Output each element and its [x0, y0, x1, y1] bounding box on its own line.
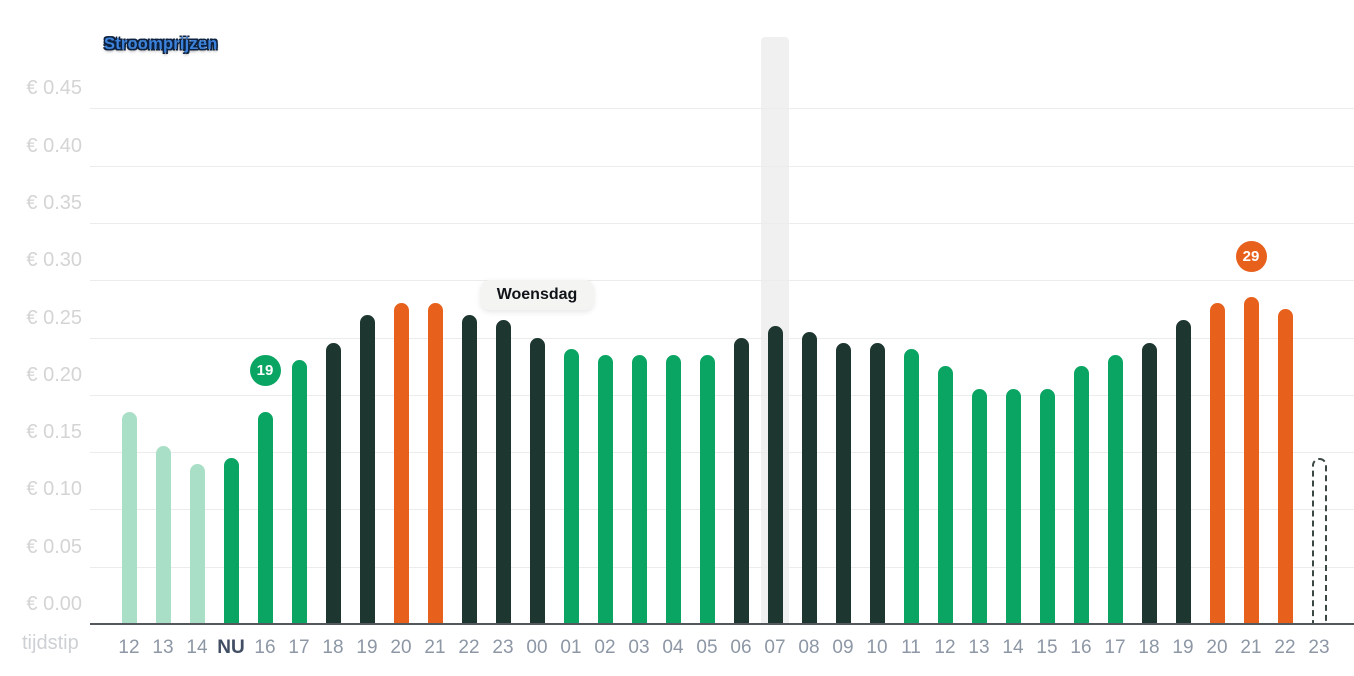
y-tick-label: € 0.00	[26, 593, 82, 615]
x-tick-label: 01	[560, 637, 582, 658]
price-bar[interactable]	[393, 303, 409, 624]
x-tick-label: 16	[1070, 637, 1092, 658]
price-bar[interactable]	[1039, 389, 1055, 624]
x-tick-label-now: NU	[217, 637, 245, 658]
x-tick-label: 12	[118, 637, 140, 658]
x-tick-label: 08	[798, 637, 820, 658]
price-bar[interactable]	[1073, 366, 1089, 624]
price-bar[interactable]	[971, 389, 987, 624]
price-bar-unknown[interactable]	[1311, 457, 1327, 624]
x-tick-label: 11	[901, 637, 921, 658]
y-gridline	[90, 566, 1354, 568]
y-gridline	[90, 222, 1354, 224]
x-tick-label: 02	[594, 637, 616, 658]
price-bar[interactable]	[1243, 297, 1259, 624]
price-bar[interactable]	[597, 354, 613, 624]
y-gridline	[90, 280, 1354, 282]
price-bar[interactable]	[257, 411, 273, 624]
y-tick-label: € 0.40	[26, 134, 82, 157]
y-tick-label: € 0.35	[26, 191, 82, 214]
price-bar[interactable]	[1209, 303, 1225, 624]
y-tick-label: € 0.20	[26, 363, 82, 386]
x-tick-label: 17	[288, 637, 310, 658]
day-label: Woensdag	[480, 280, 594, 310]
price-bar[interactable]	[223, 457, 239, 624]
price-bar[interactable]	[495, 320, 511, 624]
y-gridline	[90, 394, 1354, 396]
price-bar[interactable]	[121, 411, 137, 624]
x-tick-label: 20	[1206, 637, 1228, 658]
price-bar[interactable]	[767, 326, 783, 624]
y-tick-label: € 0.05	[26, 535, 82, 558]
max-price-badge: 29	[1235, 240, 1267, 272]
price-bar[interactable]	[291, 360, 307, 624]
y-tick-label: € 0.10	[26, 478, 82, 501]
x-tick-label: 16	[254, 637, 276, 658]
x-tick-label: 07	[764, 637, 786, 658]
price-bar[interactable]	[835, 343, 851, 624]
x-axis-line	[90, 623, 1354, 625]
x-tick-label: 19	[356, 637, 378, 658]
x-tick-label: 18	[322, 637, 344, 658]
price-bar[interactable]	[325, 343, 341, 624]
x-tick-label: 14	[1002, 637, 1024, 658]
y-gridline	[90, 108, 1354, 110]
x-tick-label: 18	[1138, 637, 1160, 658]
price-bar[interactable]	[1277, 308, 1293, 624]
x-tick-label: 03	[628, 637, 650, 658]
x-tick-label: 14	[186, 637, 208, 658]
x-tick-label: 17	[1104, 637, 1126, 658]
x-tick-label: 09	[832, 637, 854, 658]
price-bar[interactable]	[1107, 354, 1123, 624]
x-tick-label: 23	[1308, 637, 1330, 658]
y-gridline	[90, 509, 1354, 511]
y-gridline	[90, 337, 1354, 339]
x-tick-label: 12	[934, 637, 956, 658]
x-tick-label: 13	[152, 637, 174, 658]
x-tick-label: 19	[1172, 637, 1194, 658]
y-tick-label: € 0.15	[26, 421, 82, 444]
price-bar[interactable]	[563, 348, 579, 624]
x-axis-title: tijdstip	[22, 632, 79, 654]
price-bar[interactable]	[1141, 343, 1157, 624]
chart-title-link[interactable]: Stroomprijzen	[104, 35, 218, 53]
price-bar[interactable]	[733, 337, 749, 624]
y-tick-label: € 0.45	[26, 77, 82, 100]
x-tick-label: 22	[458, 637, 480, 658]
x-tick-label: 04	[662, 637, 684, 658]
price-bar[interactable]	[461, 314, 477, 624]
price-bar[interactable]	[1005, 389, 1021, 624]
x-tick-label: 22	[1274, 637, 1296, 658]
x-tick-label: 13	[968, 637, 990, 658]
price-bar[interactable]	[665, 354, 681, 624]
x-tick-label: 06	[730, 637, 752, 658]
price-bar[interactable]	[903, 348, 919, 624]
price-bar[interactable]	[631, 354, 647, 624]
x-tick-label: 10	[866, 637, 888, 658]
y-tick-label: € 0.25	[26, 306, 82, 329]
x-tick-label: 00	[526, 637, 548, 658]
price-bar[interactable]	[937, 366, 953, 624]
x-tick-label: 21	[1240, 637, 1262, 658]
y-tick-label: € 0.30	[26, 249, 82, 272]
price-bar[interactable]	[427, 303, 443, 624]
y-gridline	[90, 452, 1354, 454]
x-tick-label: 23	[492, 637, 514, 658]
price-bar[interactable]	[155, 446, 171, 624]
price-bar[interactable]	[1175, 320, 1191, 624]
x-tick-label: 15	[1036, 637, 1058, 658]
price-bar[interactable]	[189, 463, 205, 624]
price-bar[interactable]	[529, 337, 545, 624]
x-tick-label: 05	[696, 637, 718, 658]
x-tick-label: 21	[424, 637, 446, 658]
price-bar[interactable]	[359, 314, 375, 624]
price-bar[interactable]	[699, 354, 715, 624]
price-bar[interactable]	[869, 343, 885, 624]
x-tick-label: 20	[390, 637, 412, 658]
price-bar[interactable]	[801, 331, 817, 624]
min-price-badge: 19	[249, 355, 281, 387]
y-gridline	[90, 165, 1354, 167]
